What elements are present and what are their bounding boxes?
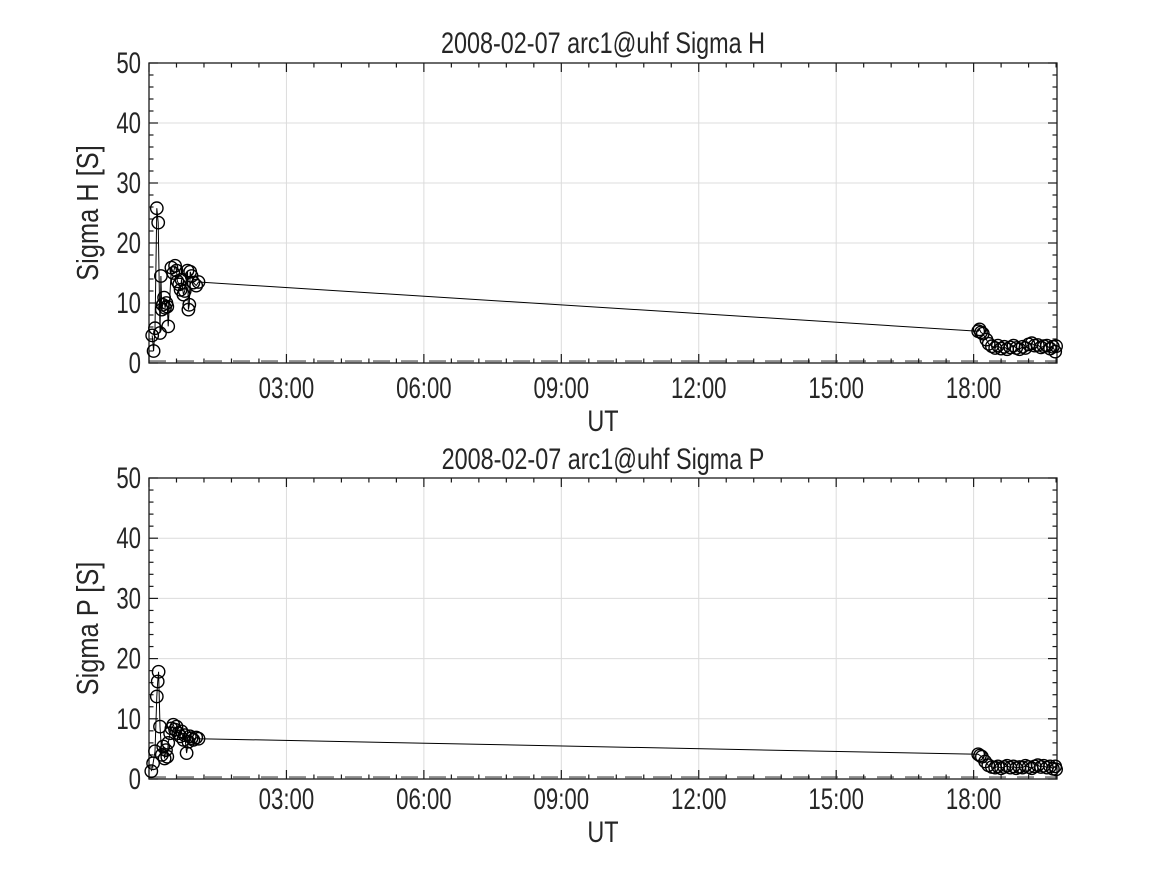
x-tick-label: 18:00 bbox=[946, 782, 1002, 816]
plot-box bbox=[148, 477, 1058, 780]
data-point-marker bbox=[184, 731, 199, 745]
x-tick-label: 06:00 bbox=[396, 782, 452, 816]
data-point-marker bbox=[161, 736, 176, 750]
y-tick-label: 40 bbox=[116, 106, 141, 140]
data-point-marker bbox=[146, 344, 161, 358]
data-point-marker bbox=[189, 730, 204, 745]
data-point-marker bbox=[151, 215, 166, 230]
x-tick-label: 03:00 bbox=[259, 782, 315, 816]
data-point-marker bbox=[1030, 338, 1045, 352]
data-point-marker bbox=[161, 319, 176, 334]
data-point-marker bbox=[150, 674, 165, 689]
x-tick-label: 12:00 bbox=[671, 371, 727, 405]
y-tick-label: 50 bbox=[116, 461, 141, 495]
x-tick-label: 03:00 bbox=[259, 371, 315, 405]
data-point-marker bbox=[186, 733, 201, 747]
x-tick-label: 18:00 bbox=[946, 371, 1002, 405]
data-point-marker bbox=[1048, 344, 1063, 359]
data-point-marker bbox=[186, 275, 201, 290]
y-tick-label: 30 bbox=[116, 166, 141, 200]
data-point-marker bbox=[971, 747, 986, 762]
data-point-marker bbox=[157, 751, 172, 766]
x-axis-label: UT bbox=[587, 404, 618, 437]
x-tick-label: 06:00 bbox=[396, 371, 452, 405]
data-point-marker bbox=[177, 284, 192, 298]
x-tick-label: 09:00 bbox=[534, 782, 590, 816]
series-line bbox=[150, 671, 1057, 772]
y-tick-label: 0 bbox=[129, 346, 141, 380]
y-tick-label: 20 bbox=[116, 641, 141, 675]
data-point-marker bbox=[160, 749, 175, 764]
data-point-marker bbox=[151, 664, 166, 679]
data-point-marker bbox=[974, 325, 988, 340]
data-point-marker bbox=[154, 748, 169, 762]
x-tick-label: 09:00 bbox=[534, 371, 590, 405]
y-tick-label: 10 bbox=[116, 702, 141, 736]
data-point-marker bbox=[148, 744, 162, 759]
chart-title: 2008-02-07 arc1@uhf Sigma H bbox=[441, 26, 765, 59]
data-point-marker bbox=[179, 746, 194, 760]
data-point-marker bbox=[181, 302, 196, 317]
y-tick-label: 0 bbox=[129, 762, 141, 796]
chart-title: 2008-02-07 arc1@uhf Sigma P bbox=[442, 442, 765, 475]
data-point-marker bbox=[159, 743, 173, 757]
x-tick-label: 12:00 bbox=[671, 782, 727, 816]
data-point-marker bbox=[182, 729, 197, 744]
data-point-marker bbox=[153, 719, 167, 734]
data-point-marker bbox=[169, 719, 184, 734]
data-point-marker bbox=[145, 328, 160, 343]
y-tick-label: 20 bbox=[116, 226, 141, 260]
data-point-marker bbox=[1036, 758, 1051, 773]
plot-box bbox=[148, 62, 1058, 364]
data-point-marker bbox=[191, 731, 206, 746]
data-point-marker bbox=[191, 275, 206, 289]
y-axis-label: Sigma H [S] bbox=[71, 145, 106, 281]
y-tick-label: 50 bbox=[116, 46, 141, 80]
data-point-marker bbox=[1049, 339, 1064, 354]
y-axis-label: Sigma P [S] bbox=[71, 562, 106, 696]
data-point-marker bbox=[144, 764, 159, 779]
data-point-marker bbox=[189, 278, 204, 293]
data-point-marker bbox=[1049, 762, 1064, 777]
data-point-marker bbox=[174, 724, 189, 739]
y-tick-label: 30 bbox=[116, 581, 141, 615]
x-tick-label: 15:00 bbox=[808, 371, 864, 405]
series-line bbox=[151, 208, 1057, 354]
data-point-marker bbox=[149, 201, 164, 216]
chart-sigma-p: 2008-02-07 arc1@uhf Sigma P UT Sigma P [S]… bbox=[71, 442, 1064, 849]
data-point-marker bbox=[182, 297, 197, 312]
x-tick-label: 15:00 bbox=[808, 782, 864, 816]
data-point-marker bbox=[148, 321, 162, 336]
data-point-marker bbox=[160, 299, 175, 314]
chart-sigma-h: 2008-02-07 arc1@uhf Sigma H UT Sigma H [S]… bbox=[71, 26, 1064, 438]
data-point-marker bbox=[149, 689, 164, 704]
y-tick-label: 40 bbox=[116, 521, 141, 555]
x-axis-label: UT bbox=[587, 815, 618, 848]
y-tick-label: 10 bbox=[116, 286, 141, 320]
